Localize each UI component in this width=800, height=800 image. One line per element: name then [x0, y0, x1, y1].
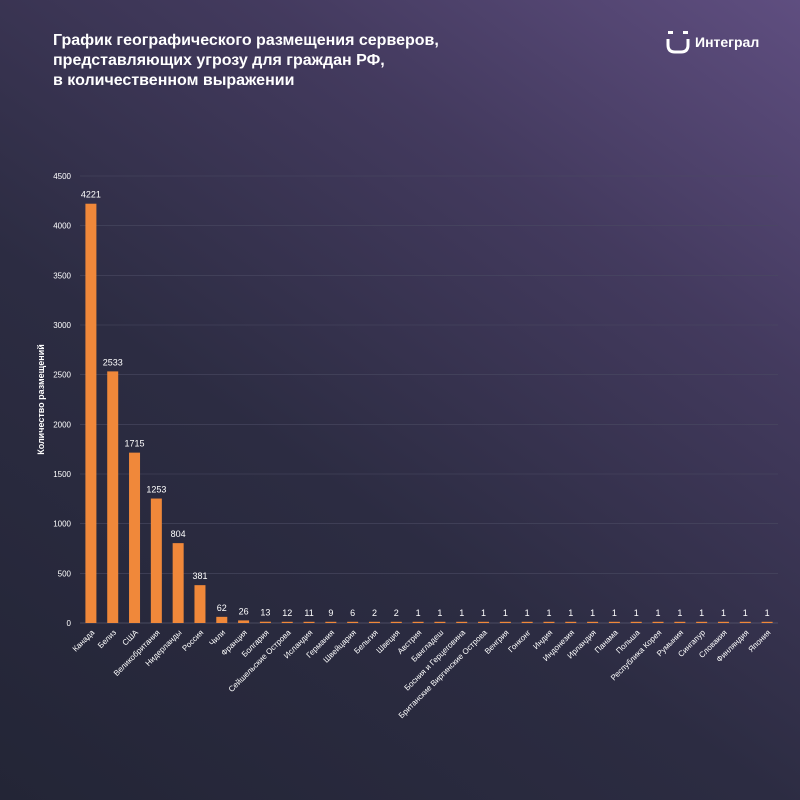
x-tick-label: США — [121, 628, 141, 648]
bar — [347, 621, 359, 623]
data-label: 1715 — [125, 439, 145, 449]
data-label: 2 — [394, 608, 399, 618]
y-axis-ticks: 0 500 1000 1500 2000 2500 3000 3500 4000 4500 — [53, 172, 71, 628]
brand-name: Интеграл — [695, 34, 760, 50]
bar — [259, 621, 271, 623]
bar — [478, 621, 490, 623]
data-label: 1 — [568, 608, 573, 618]
y-tick-label: 1500 — [53, 470, 71, 479]
bar — [543, 621, 555, 623]
data-label: 1 — [546, 608, 551, 618]
data-label: 11 — [304, 608, 313, 618]
x-tick-label: Белиз — [96, 628, 118, 650]
data-label: 13 — [260, 608, 270, 618]
bar — [238, 620, 250, 623]
y-tick-label: 500 — [58, 569, 72, 578]
data-label: 1 — [503, 608, 508, 618]
bar — [630, 621, 642, 623]
bar — [696, 621, 708, 623]
bar — [761, 621, 773, 623]
bar — [499, 621, 511, 623]
data-label: 1 — [699, 608, 704, 618]
bar — [652, 621, 664, 623]
chart-title-line-2: представляющих угрозу для граждан РФ, — [53, 52, 385, 69]
bar — [565, 621, 577, 623]
data-label: 1 — [612, 608, 617, 618]
bar — [717, 621, 729, 623]
data-label: 1 — [765, 608, 770, 618]
data-label: 1 — [416, 608, 421, 618]
y-tick-label: 4000 — [53, 222, 71, 231]
data-label: 1 — [677, 608, 682, 618]
data-label: 1 — [590, 608, 595, 618]
x-axis-ticks: Канада Белиз СШАВеликобританияНидерландыРо… — [71, 628, 773, 721]
bar — [434, 621, 446, 623]
brand: Интеграл — [666, 30, 759, 54]
data-label: 1 — [743, 608, 748, 618]
bar — [412, 621, 424, 623]
y-tick-label: 4500 — [53, 172, 71, 181]
data-label: 4221 — [81, 190, 101, 200]
bar — [456, 621, 468, 623]
y-axis-label: Количество размещений — [36, 344, 46, 455]
data-label: 1 — [481, 608, 486, 618]
data-label: 2533 — [103, 357, 123, 367]
x-tick-label: Япония — [746, 628, 772, 654]
bar — [521, 621, 533, 623]
bar — [85, 203, 97, 624]
bar — [587, 621, 599, 623]
data-label: 6 — [350, 608, 355, 618]
data-label: 26 — [239, 606, 249, 616]
y-tick-label: 0 — [67, 619, 72, 628]
bar — [150, 498, 162, 623]
bar — [194, 585, 206, 623]
data-label: 9 — [328, 608, 333, 618]
grid-lines — [80, 175, 778, 624]
x-tick-label: Венгрия — [483, 628, 511, 656]
x-tick-label: Гонконг — [506, 628, 532, 654]
data-label: 12 — [282, 608, 292, 618]
x-tick-label: Канада — [71, 628, 97, 654]
data-label: 381 — [192, 571, 207, 581]
bar — [368, 621, 380, 623]
x-tick-label: Чили — [207, 628, 227, 648]
bar — [172, 543, 184, 623]
bar — [216, 616, 228, 623]
y-tick-label: 3500 — [53, 271, 71, 280]
y-tick-label: 3000 — [53, 321, 71, 330]
data-label: 804 — [171, 529, 186, 539]
data-label: 1 — [634, 608, 639, 618]
x-tick-label: Россия — [180, 628, 205, 653]
data-label: 1 — [459, 608, 464, 618]
bar — [303, 621, 315, 623]
bar — [129, 452, 141, 623]
bar — [390, 621, 402, 623]
bar — [107, 371, 119, 623]
y-tick-label: 1000 — [53, 520, 71, 529]
data-label: 1 — [437, 608, 442, 618]
bar — [281, 621, 293, 623]
chart-title-line-3: в количественном выражении — [53, 72, 295, 89]
bar — [325, 621, 337, 623]
x-tick-label: Бельгия — [352, 628, 380, 656]
data-label: 1 — [525, 608, 530, 618]
y-tick-label: 2500 — [53, 371, 71, 380]
y-tick-label: 2000 — [53, 420, 71, 429]
bar — [608, 621, 620, 623]
data-label: 2 — [372, 608, 377, 618]
data-label: 1253 — [146, 485, 166, 495]
chart-title-line-1: График географического размещения сервер… — [53, 32, 439, 49]
chart-title: График географического размещения сервер… — [53, 31, 613, 91]
data-label: 1 — [656, 608, 661, 618]
data-label: 1 — [721, 608, 726, 618]
integral-logo-icon — [666, 31, 690, 54]
data-label: 62 — [217, 603, 227, 613]
bar — [674, 621, 686, 623]
bar — [739, 621, 751, 623]
bars — [85, 203, 773, 624]
